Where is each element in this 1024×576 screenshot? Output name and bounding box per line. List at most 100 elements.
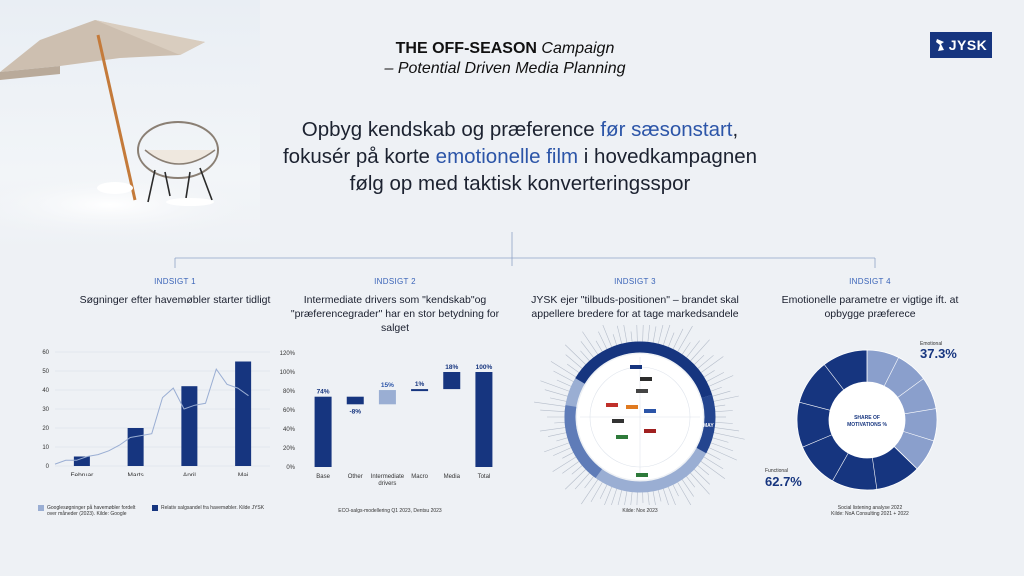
- headline-highlight-1: før sæsonstart: [600, 118, 733, 141]
- data-label: -8%: [349, 408, 361, 415]
- y-tick-label: 30: [42, 407, 49, 413]
- attribute-line: [709, 390, 731, 398]
- data-label: 74%: [317, 389, 330, 396]
- jysk-logo: JYSK: [930, 32, 992, 58]
- attribute-line: [544, 441, 573, 453]
- attribute-line: [687, 470, 710, 495]
- attribute-line: [675, 325, 693, 355]
- attribute-line: [602, 325, 614, 351]
- x-tick-label: April: [183, 472, 197, 476]
- headline-line-1: Opbyg kendskab og præference før sæsonst…: [301, 118, 739, 141]
- waterfall-chart: 0% 20% 40% 60% 80% 100% 120% 74% Base -8% Other 15%…: [280, 351, 493, 487]
- data-label: 18%: [445, 364, 458, 371]
- x-tick-label: Media: [444, 474, 461, 480]
- series-value: 62.7%: [765, 474, 802, 489]
- headline: Opbyg kendskab og præference før sæsonst…: [230, 116, 810, 197]
- waterfall-bar: [475, 372, 493, 467]
- perceptual-donut-chart: MAY: [533, 325, 745, 505]
- attribute-line: [711, 426, 740, 432]
- slice-divider: [832, 452, 849, 482]
- series-name: Emotional: [920, 341, 942, 347]
- headline-line-3: følg op med taktisk konverteringsspor: [349, 172, 691, 195]
- center-label: SHARE OF: [854, 415, 880, 421]
- attribute-line: [547, 431, 570, 437]
- waterfall-bar: [378, 390, 396, 405]
- attribute-line: [647, 325, 650, 346]
- y-tick-label: 20%: [283, 446, 296, 452]
- attribute-line: [684, 340, 700, 361]
- campaign-subtitle: – Potential Driven Media Planning: [384, 60, 626, 77]
- slice-divider: [802, 434, 833, 448]
- attribute-line: [698, 459, 726, 479]
- attribute-line: [691, 466, 710, 485]
- insight-label: INDSIGT 2: [374, 277, 416, 286]
- attribute-line: [694, 355, 714, 371]
- x-tick-label: drivers: [378, 481, 396, 487]
- x-tick-label: Marts: [128, 472, 145, 476]
- y-tick-label: 50: [42, 369, 49, 375]
- brand-marker: [644, 409, 656, 413]
- x-tick-label: Maj: [238, 472, 248, 476]
- ring-segment: [696, 394, 716, 454]
- bar: [235, 361, 252, 466]
- x-tick-label: Intermediate: [371, 474, 405, 480]
- attribute-line: [624, 487, 628, 505]
- attribute-line: [565, 354, 586, 371]
- headline-line-2: fokusér på korte emotionelle film i hove…: [282, 145, 758, 168]
- brand-marker: [636, 389, 648, 393]
- attribute-line: [553, 370, 577, 384]
- y-tick-label: 40: [42, 388, 49, 394]
- insight-4: INDSIGT 4 Emotionelle parametre er vigti…: [770, 277, 970, 321]
- attribute-line: [680, 476, 694, 497]
- insight-label: INDSIGT 4: [849, 277, 891, 286]
- logo-text: JYSK: [948, 37, 988, 53]
- attribute-line: [533, 401, 569, 408]
- attribute-line: [710, 395, 739, 403]
- series-name: Functional: [765, 468, 788, 474]
- insight-2: INDSIGT 2 Intermediate drivers som "kend…: [290, 277, 500, 335]
- attribute-line: [616, 325, 623, 348]
- attribute-line: [642, 325, 644, 346]
- attribute-line: [710, 431, 745, 440]
- slice-divider: [799, 401, 831, 411]
- search-trend-line: [54, 367, 249, 465]
- bar: [73, 456, 90, 466]
- attribute-line: [580, 341, 596, 361]
- brand-marker: [616, 435, 628, 439]
- chart3-source: Kilde: Nox 2023: [622, 508, 658, 514]
- brand-marker: [640, 377, 652, 381]
- insight-text: Søgninger efter havemøbler starter tidli…: [79, 294, 271, 306]
- segment-label: MAY: [703, 423, 714, 429]
- y-tick-label: 10: [42, 445, 49, 451]
- attribute-line: [564, 466, 589, 490]
- data-label: 15%: [381, 382, 394, 389]
- donut-slice: [866, 349, 938, 470]
- bird-icon: [935, 39, 944, 51]
- y-tick-label: 0: [46, 464, 50, 470]
- attribute-line: [553, 446, 575, 456]
- donut-hole: [829, 382, 905, 458]
- waterfall-bar: [314, 396, 332, 467]
- slice-divider: [824, 364, 845, 391]
- insight-label: INDSIGT 1: [154, 277, 196, 286]
- insight-label: INDSIGT 3: [614, 277, 656, 286]
- search-sales-chart: 0 10 20 30 40 50 60 Februar Marts April Maj: [42, 350, 270, 476]
- brand-marker: [644, 429, 656, 433]
- attribute-line: [630, 488, 633, 505]
- y-tick-label: 120%: [280, 351, 296, 357]
- attribute-line: [703, 372, 725, 384]
- attribute-line: [582, 331, 600, 358]
- attribute-line: [574, 470, 593, 490]
- attribute-line: [700, 454, 724, 470]
- legend-swatch: [38, 505, 44, 511]
- insight-text: Intermediate drivers som "kendskab"og "p…: [290, 294, 500, 334]
- insight-text: JYSK ejer "tilbuds-positionen" – brandet…: [531, 294, 739, 320]
- insight-text: Emotionelle parametre er vigtige ift. at…: [781, 294, 959, 320]
- attribute-line: [552, 454, 580, 472]
- campaign-title: THE OFF-SEASON Campaign: [300, 40, 710, 58]
- attribute-line: [666, 483, 676, 505]
- attribute-line: [623, 325, 628, 347]
- data-label: 100%: [476, 364, 493, 371]
